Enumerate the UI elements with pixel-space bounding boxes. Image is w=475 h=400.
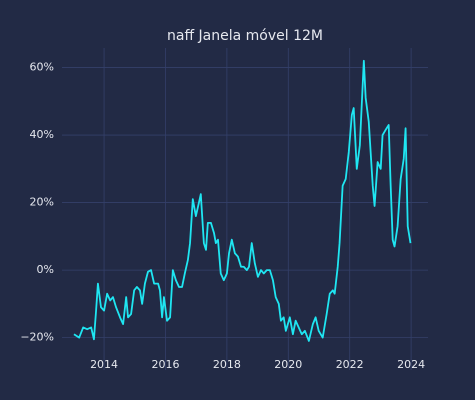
x-tick-label: 2024: [397, 358, 425, 371]
y-tick-label: 20%: [30, 196, 54, 209]
y-tick-label: 40%: [30, 128, 54, 141]
chart-title: naff Janela móvel 12M: [167, 28, 323, 44]
x-tick-label: 2020: [274, 358, 302, 371]
data-line: [73, 59, 412, 342]
x-tick-label: 2014: [90, 358, 118, 371]
x-tick-label: 2018: [213, 358, 241, 371]
y-tick-label: 60%: [30, 61, 54, 74]
x-tick-label: 2022: [336, 358, 364, 371]
x-tick-label: 2016: [151, 358, 179, 371]
y-tick-label: −20%: [20, 331, 54, 344]
y-tick-label: 0%: [37, 263, 54, 276]
